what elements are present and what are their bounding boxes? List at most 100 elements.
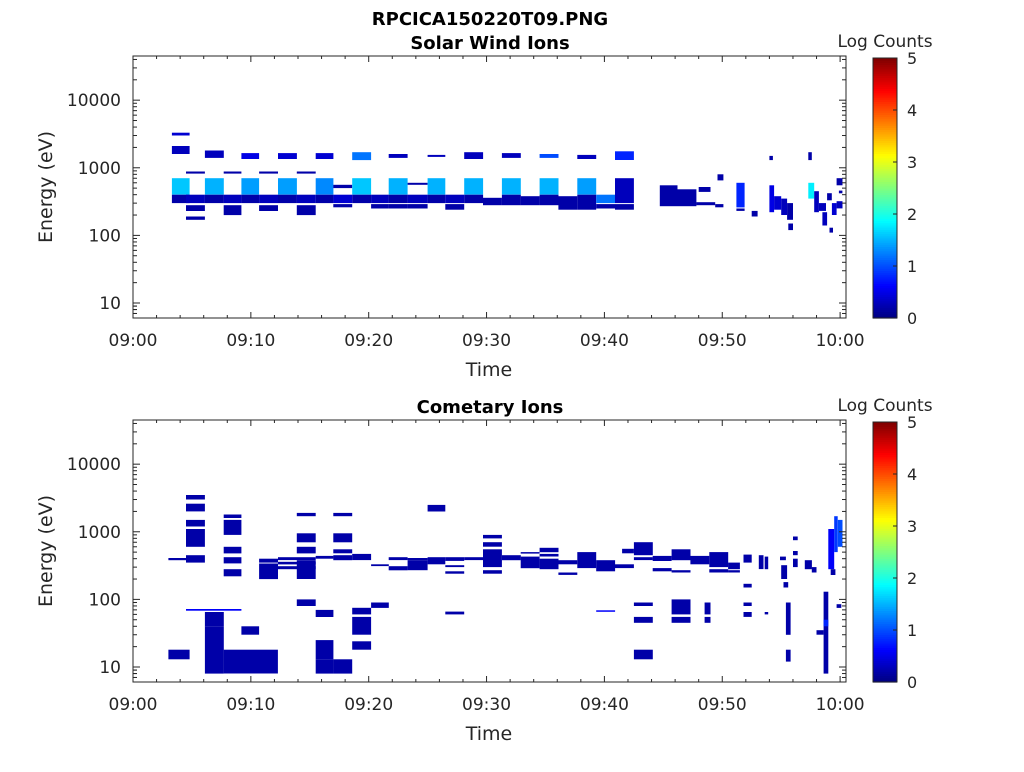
spectrogram-cell-cometary <box>223 649 278 674</box>
colorbar-segment <box>873 632 897 635</box>
spectrogram-cell-solar-wind <box>831 203 837 215</box>
colorbar-segment <box>873 562 897 566</box>
spectrogram-cell-solar-wind <box>836 201 843 209</box>
colorbar-segment <box>873 136 897 139</box>
spectrogram-cell-cometary <box>558 572 578 575</box>
spectrogram-cell-solar-wind <box>352 178 372 195</box>
colorbar-segment <box>873 107 897 111</box>
x-tick-label: 09:30 <box>462 331 511 351</box>
spectrogram-cell-cometary <box>743 602 752 606</box>
colorbar-label-solar-wind: Log Counts <box>837 32 932 52</box>
colorbar-segment <box>873 435 897 438</box>
colorbar-segment <box>873 476 897 479</box>
spectrogram-cell-solar-wind <box>814 191 819 213</box>
spectrogram-cell-solar-wind <box>427 154 446 157</box>
colorbar-segment <box>873 162 897 165</box>
colorbar-tick-label: 4 <box>907 465 917 484</box>
spectrogram-cell-solar-wind <box>501 194 521 206</box>
spectrogram-cell-cometary <box>783 582 789 588</box>
x-tick-label: 10:00 <box>816 331 865 351</box>
spectrogram-cell-cometary <box>633 616 653 623</box>
spectrogram-cell-cometary <box>834 516 838 553</box>
colorbar-segment <box>873 513 897 516</box>
spectrogram-cell-cometary <box>296 533 316 543</box>
colorbar-segment <box>873 309 897 313</box>
x-tick-label: 09:50 <box>698 331 747 351</box>
spectrogram-cell-solar-wind <box>615 204 634 210</box>
colorbar-segment <box>873 515 897 518</box>
colorbar-tick-label: 1 <box>907 621 917 640</box>
spectrogram-cell-cometary <box>259 563 278 580</box>
y-axis-label-solar-wind: Energy (eV) <box>35 131 57 243</box>
spectrogram-cell-solar-wind <box>577 178 597 195</box>
colorbar-segment <box>873 586 897 590</box>
y-tick-label: 1000 <box>78 159 121 179</box>
spectrogram-cell-cometary <box>223 557 242 564</box>
colorbar-label-cometary: Log Counts <box>837 396 932 416</box>
spectrogram-cell-solar-wind <box>241 153 260 159</box>
spectrogram-cell-solar-wind <box>171 146 190 154</box>
spectrogram-cell-cometary <box>333 549 353 554</box>
x-tick-label: 09:40 <box>580 331 629 351</box>
spectrogram-cell-cometary <box>241 626 260 635</box>
spectrogram-cell-cometary <box>793 558 798 568</box>
colorbar-segment <box>873 554 897 557</box>
colorbar-segment <box>873 662 897 666</box>
spectrogram-cell-cometary <box>315 659 334 674</box>
colorbar-segment <box>873 653 897 657</box>
colorbar-segment <box>873 311 897 315</box>
colorbar-segment <box>873 116 897 120</box>
spectrogram-cell-cometary <box>204 626 224 674</box>
colorbar-segment <box>873 118 897 122</box>
spectrogram-cell-cometary <box>186 609 242 611</box>
colorbar-segment <box>873 452 897 456</box>
colorbar-segment <box>873 168 897 172</box>
spectrogram-cell-cometary <box>296 512 316 517</box>
colorbar-segment <box>873 313 897 317</box>
colorbar-segment <box>873 591 897 594</box>
spectrogram-cell-solar-wind <box>829 227 833 233</box>
colorbar-segment <box>873 645 897 648</box>
colorbar-segment <box>873 159 897 163</box>
colorbar-segment <box>873 560 897 564</box>
spectrogram-cell-solar-wind <box>558 196 578 210</box>
spectrogram-cell-cometary <box>633 542 653 556</box>
spectrogram-cell-cometary <box>352 553 372 561</box>
spectrogram-cell-cometary <box>633 602 653 606</box>
spectrogram-cell-solar-wind <box>407 194 428 204</box>
spectrogram-cell-solar-wind <box>827 193 832 201</box>
colorbar-segment <box>873 292 897 295</box>
spectrogram-cell-cometary <box>223 514 242 518</box>
spectrogram-cell-solar-wind <box>659 185 678 207</box>
spectrogram-cell-cometary <box>223 519 242 535</box>
spectrogram-cell-solar-wind <box>539 194 559 206</box>
colorbar-segment <box>873 177 897 180</box>
colorbar-segment <box>873 519 897 523</box>
colorbar-segment <box>873 103 897 107</box>
colorbar-segment <box>873 487 897 490</box>
colorbar-segment <box>873 246 897 250</box>
colorbar-segment <box>873 244 897 248</box>
colorbar-segment <box>873 610 897 614</box>
colorbar-segment <box>873 534 897 538</box>
colorbar-segment <box>873 604 897 607</box>
colorbar-segment <box>873 214 897 217</box>
spectrogram-cell-solar-wind <box>388 154 408 158</box>
spectrogram-cell-solar-wind <box>278 153 297 159</box>
colorbar-segment <box>873 461 897 464</box>
colorbar-segment <box>873 227 897 230</box>
colorbar-segment <box>873 75 897 79</box>
colorbar-segment <box>873 216 897 219</box>
spectrogram-cell-cometary <box>371 602 389 608</box>
colorbar-segment <box>873 263 897 267</box>
spectrogram-cell-solar-wind <box>769 185 775 213</box>
spectrogram-cell-solar-wind <box>171 178 190 195</box>
colorbar-segment <box>873 565 897 568</box>
colorbar-segment <box>873 638 897 642</box>
colorbar-segment <box>873 88 897 92</box>
x-tick-label: 09:20 <box>344 695 393 715</box>
spectrogram-cell-cometary <box>633 557 653 561</box>
spectrogram-cell-solar-wind <box>822 212 828 226</box>
spectrogram-cell-cometary <box>558 560 578 565</box>
spectrogram-cell-cometary <box>830 569 836 575</box>
